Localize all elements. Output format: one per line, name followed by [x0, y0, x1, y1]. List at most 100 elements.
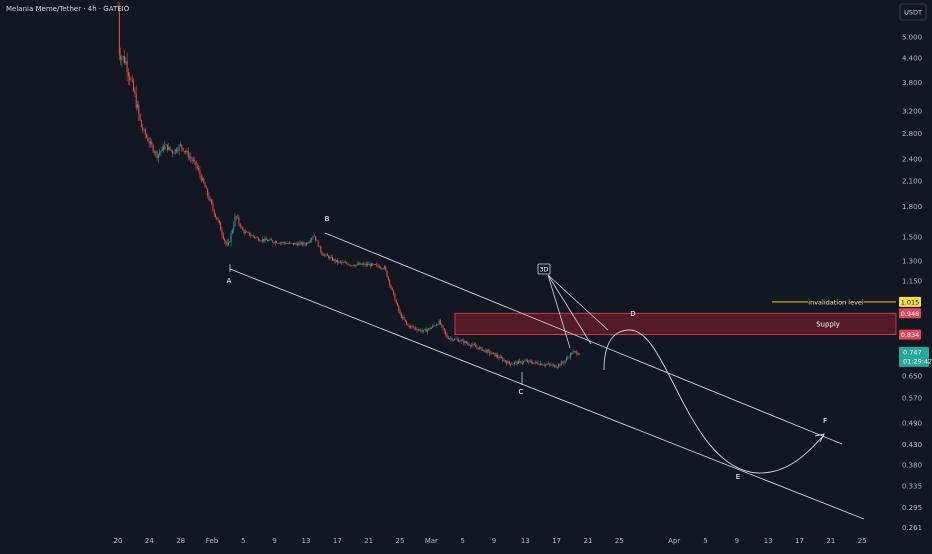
candle-body: [321, 252, 323, 255]
candle-body: [482, 349, 484, 351]
candle-body: [420, 329, 422, 332]
candle-body: [212, 203, 214, 210]
supply-zone[interactable]: [454, 312, 897, 335]
supply-bottom-price-badge[interactable]: [899, 329, 921, 340]
candle-body: [508, 361, 510, 364]
candle-body: [512, 363, 514, 365]
candle-body: [480, 347, 482, 348]
fan-line[interactable]: [547, 274, 609, 331]
candle-body: [386, 270, 388, 277]
fan-line[interactable]: [547, 274, 592, 345]
candle-body: [399, 311, 401, 314]
fan-line[interactable]: [547, 274, 571, 349]
candle-body: [447, 337, 449, 340]
candle-body: [528, 360, 530, 363]
y-tick-label: 0.295: [902, 504, 922, 512]
candle-body: [315, 236, 317, 241]
candle-body: [316, 240, 318, 241]
candle-body: [230, 233, 232, 243]
supply-top-price-badge[interactable]: [899, 308, 921, 319]
candle-body: [456, 339, 458, 340]
candle-body: [436, 324, 437, 326]
candle-body: [283, 242, 285, 244]
y-tick-label: 5.000: [902, 33, 922, 41]
candle-body: [277, 243, 279, 244]
candle-body: [225, 240, 227, 244]
y-tick-label: 4.400: [902, 55, 922, 63]
candle-body: [165, 144, 167, 146]
candle-body: [332, 257, 333, 261]
candle-body: [413, 327, 415, 329]
x-tick-label: 17: [333, 537, 342, 545]
candle-body: [486, 349, 488, 353]
x-tick-label: 21: [364, 537, 373, 545]
candle-body: [335, 260, 337, 262]
candle-body: [216, 216, 218, 220]
candle-body: [337, 260, 339, 263]
candle-body: [259, 240, 261, 242]
lower-channel-line[interactable]: [229, 268, 865, 520]
candle-body: [290, 242, 292, 244]
candle-body: [455, 338, 457, 340]
projection-curve[interactable]: [603, 329, 825, 474]
candle-body: [463, 340, 465, 344]
y-tick-label: 0.650: [902, 373, 922, 381]
candle-body: [390, 285, 392, 288]
candle-body: [181, 144, 183, 148]
timeframe-box-label: 3D: [540, 267, 549, 274]
candle-body: [540, 363, 541, 366]
candle-body: [350, 264, 352, 266]
currency-button[interactable]: [899, 3, 927, 21]
candle-body: [217, 219, 219, 221]
candle-body: [276, 241, 278, 244]
candle-body: [228, 242, 229, 245]
candle-body: [446, 334, 448, 338]
candle-body: [428, 327, 430, 330]
candle-body: [308, 241, 310, 244]
candle-body: [460, 340, 462, 342]
candle-body: [296, 243, 298, 246]
candle-body: [191, 158, 193, 161]
candle-body: [330, 257, 332, 258]
candle-body: [579, 353, 580, 355]
candle-body: [122, 56, 124, 58]
candle-body: [438, 320, 440, 325]
candle-body: [514, 362, 515, 364]
candle-body: [462, 340, 463, 341]
candle-body: [159, 152, 161, 155]
current-price-badge[interactable]: [899, 346, 929, 367]
candle-body: [567, 357, 569, 359]
candle-body: [577, 354, 579, 355]
candle-body: [326, 254, 328, 256]
upper-channel-line[interactable]: [324, 232, 843, 445]
candle-body: [221, 230, 223, 235]
candle-body: [371, 263, 372, 267]
candle-body: [384, 266, 385, 269]
countdown-text: 01:29:42: [903, 357, 932, 365]
candle-body: [257, 237, 259, 241]
candle-body: [533, 362, 535, 364]
candle-body: [434, 325, 436, 327]
candle-body: [317, 240, 319, 247]
candle-body: [242, 227, 244, 231]
candle-body: [213, 209, 215, 215]
x-tick-label: Mar: [425, 537, 438, 545]
y-tick-label: 1.300: [902, 257, 922, 265]
candle-body: [176, 149, 177, 152]
candle-body: [504, 360, 506, 362]
candle-body: [511, 364, 513, 365]
candle-body: [432, 325, 434, 328]
candle-body: [172, 150, 174, 154]
candle-body: [354, 265, 356, 267]
candle-body: [263, 239, 265, 242]
candle-body: [359, 263, 361, 265]
invalidation-price-badge[interactable]: [899, 296, 921, 307]
candle-body: [190, 156, 192, 159]
candle-body: [199, 170, 201, 175]
candle-body: [527, 360, 528, 363]
candle-body: [449, 338, 450, 340]
candle-body: [234, 216, 236, 226]
candle-body: [442, 325, 444, 329]
